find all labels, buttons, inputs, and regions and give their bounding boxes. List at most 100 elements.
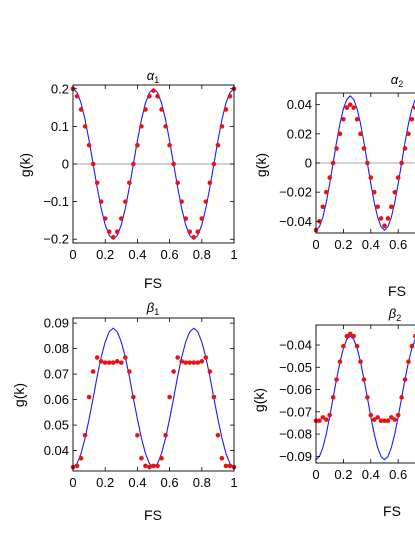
data-point — [135, 142, 140, 148]
data-point — [78, 107, 84, 112]
data-point — [392, 417, 398, 422]
data-point — [127, 369, 132, 374]
y-tick-label: −0.07 — [279, 404, 312, 419]
data-point — [119, 360, 124, 365]
data-point — [368, 175, 374, 180]
data-point — [330, 395, 336, 400]
y-tick-label: −0.02 — [279, 185, 312, 200]
data-point — [106, 229, 112, 235]
data-point — [151, 88, 156, 93]
data-point — [110, 360, 116, 365]
x-tick-label: 0.2 — [334, 237, 352, 252]
x-tick-label: 0 — [69, 475, 76, 490]
x-tick-label: 1 — [230, 475, 237, 490]
data-point — [211, 161, 217, 167]
data-point — [98, 359, 104, 364]
y-tick-label: −0.1 — [43, 194, 69, 209]
data-point — [354, 116, 360, 122]
data-point — [223, 107, 229, 112]
data-point — [385, 216, 391, 221]
data-point — [155, 93, 160, 99]
data-point — [337, 131, 343, 137]
data-point — [143, 107, 148, 112]
data-point — [402, 377, 408, 382]
data-point — [195, 229, 201, 235]
data-point — [171, 369, 176, 374]
data-point — [327, 175, 333, 180]
y-tick-label: 0.08 — [44, 341, 69, 356]
data-point — [385, 418, 391, 424]
data-point — [219, 455, 225, 461]
x-axis-label: FS — [144, 507, 162, 523]
data-point — [94, 355, 100, 360]
y-axis-label: g(k) — [253, 153, 269, 177]
data-point — [82, 433, 88, 438]
data-point — [378, 418, 384, 424]
data-point — [86, 394, 92, 400]
y-tick-label: 0.06 — [44, 392, 69, 407]
data-point — [341, 116, 346, 122]
data-point — [409, 343, 415, 349]
x-axis-label: FS — [383, 503, 401, 519]
x-axis-label: FS — [388, 283, 406, 299]
data-point — [155, 463, 160, 469]
y-tick-label: 0.1 — [51, 119, 69, 134]
data-point — [114, 229, 120, 235]
data-point — [74, 93, 80, 99]
data-point — [323, 189, 329, 195]
plot-frame — [315, 324, 415, 464]
plot-area: 0 0.2 0.4 0.6 0.8 1 0.09 0.08 0.07 0.06 0.05 0.04 — [44, 316, 238, 490]
data-point — [382, 418, 387, 424]
data-point — [375, 204, 380, 210]
y-tick-label: −0.2 — [43, 232, 69, 247]
data-point — [344, 333, 350, 339]
data-point — [203, 355, 209, 360]
chart-title: β1 — [146, 300, 159, 317]
data-point — [139, 124, 144, 129]
data-point — [90, 161, 96, 167]
data-point — [98, 199, 104, 204]
data-point — [406, 359, 411, 365]
data-point — [323, 417, 329, 422]
chart-panel-alpha-1: α1 0 0.2 0.4 0.6 0.8 1 0.2 0.1 0 −0.1 −0.2 g(k) FS — [17, 68, 238, 291]
y-tick-label: 0.04 — [44, 443, 69, 458]
data-point — [167, 394, 172, 400]
data-point — [114, 359, 120, 364]
data-point — [159, 455, 164, 461]
data-point — [82, 124, 88, 129]
y-tick-label: 0.04 — [287, 97, 312, 112]
data-point — [187, 229, 193, 235]
data-point — [94, 180, 100, 186]
plot-area: 00.20.40.60.81−0.04−0.05−0.06−0.07−0.08−… — [279, 324, 415, 482]
data-point — [191, 360, 197, 365]
data-point — [365, 160, 370, 166]
x-tick-label: 0.8 — [193, 247, 211, 262]
x-axis-label: FS — [144, 275, 162, 291]
y-axis-label: g(k) — [17, 153, 33, 177]
data-point — [382, 223, 387, 229]
fit-curve — [73, 327, 234, 468]
data-point — [223, 463, 229, 469]
data-point — [199, 359, 205, 364]
plot-area: 00.20.40.60.810.040.020−0.02−0.04 — [279, 92, 415, 252]
x-tick-label: 0.6 — [389, 237, 407, 252]
chart-title: α1 — [147, 68, 159, 85]
x-tick-label: 0.4 — [362, 467, 380, 482]
data-point — [389, 415, 394, 420]
data-point — [179, 359, 184, 364]
data-point — [139, 455, 144, 461]
x-tick-label: 1 — [230, 247, 237, 262]
x-tick-label: 0.4 — [362, 237, 380, 252]
data-point — [365, 395, 370, 400]
data-point — [320, 415, 326, 420]
data-point — [402, 146, 408, 151]
data-point — [131, 161, 136, 167]
data-point — [183, 360, 188, 365]
data-point — [131, 394, 136, 400]
y-tick-label: −0.05 — [279, 360, 312, 375]
data-point — [361, 146, 367, 151]
x-tick-label: 0.2 — [334, 467, 352, 482]
plot-area: 0 0.2 0.4 0.6 0.8 1 0.2 0.1 0 −0.1 −0.2 — [43, 81, 237, 262]
y-tick-label: 0.2 — [51, 81, 69, 96]
data-point — [147, 93, 152, 99]
